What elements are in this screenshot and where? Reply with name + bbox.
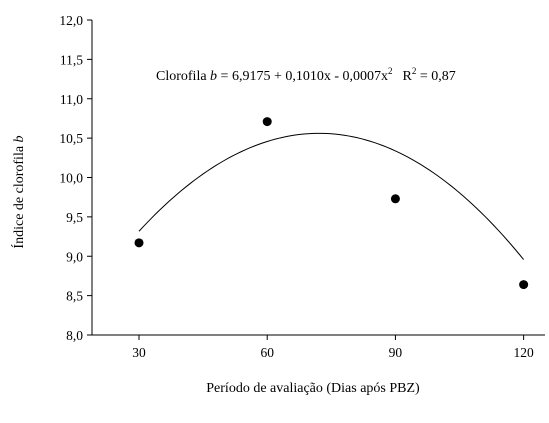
regression-curve [138, 132, 525, 260]
y-tick-label: 10,0 [59, 171, 83, 186]
y-axis: 8,0 8,5 9,0 9,5 10,0 10,5 11,0 11,5 12,0 [59, 13, 93, 343]
r-squared-power: 2 [412, 66, 417, 76]
y-tick-label: 11,5 [60, 52, 83, 67]
data-points [134, 117, 529, 290]
data-point [134, 238, 144, 248]
x-tick-label: 120 [514, 345, 535, 360]
regression-equation: Clorofila b = 6,9175 + 0,1010x - 0,0007x… [156, 66, 456, 84]
equation-italic-b: b [210, 69, 217, 84]
x-axis-label: Período de avaliação (Dias após PBZ) [206, 381, 420, 396]
data-point [262, 117, 272, 127]
y-tick-label: 10,5 [59, 131, 83, 146]
y-tick-label: 12,0 [59, 13, 83, 28]
data-point [390, 194, 400, 204]
equation-power: 2 [388, 66, 393, 76]
r-squared-value: = 0,87 [416, 69, 455, 84]
x-tick-label: 60 [260, 345, 274, 360]
y-tick-label: 9,0 [66, 249, 83, 264]
y-axis-label-italic: b [12, 135, 27, 142]
y-ticks: 8,0 8,5 9,0 9,5 10,0 10,5 11,0 11,5 12,0 [59, 13, 92, 343]
x-axis: 30 60 90 120 [92, 334, 545, 360]
data-point [519, 280, 529, 290]
y-axis-label-main: Índice de clorofila [10, 142, 27, 248]
r-squared-label: R [403, 69, 413, 84]
x-ticks: 30 60 90 120 [132, 335, 534, 360]
y-tick-label: 8,5 [66, 289, 83, 304]
equation-body: = 6,9175 + 0,1010x - 0,0007x [217, 69, 388, 84]
y-axis-label: Índice de clorofila b [10, 135, 27, 248]
y-tick-label: 9,5 [66, 210, 83, 225]
equation-prefix: Clorofila [156, 69, 210, 84]
y-tick-label: 8,0 [66, 328, 83, 343]
x-tick-label: 90 [389, 345, 403, 360]
x-tick-label: 30 [132, 345, 146, 360]
y-tick-label: 11,0 [60, 92, 83, 107]
